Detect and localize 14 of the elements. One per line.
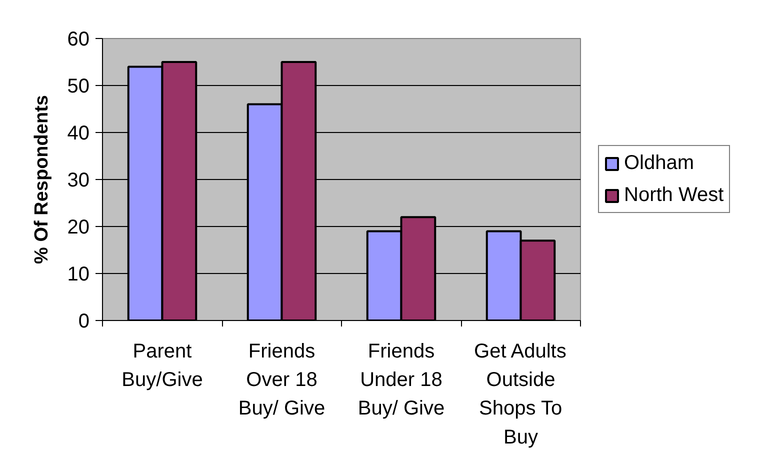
y-tick-label: 40 [67,122,90,144]
y-axis-title: % Of Respondents [31,95,52,264]
legend-label: Oldham [624,151,694,175]
x-tick-label: Friends Over 18 Buy/ Give [238,340,326,420]
y-tick-label: 0 [78,310,90,332]
y-tick-label: 10 [67,264,90,286]
y-tick-label: 30 [67,170,90,192]
x-tick-label: Friends Under 18 Buy/ Give [358,340,445,420]
legend-label: North West [624,183,724,207]
y-tick-label: 20 [67,216,90,238]
x-tick-label: Get Adults Outside Shops To Buy [474,340,566,448]
y-tick-label: 50 [67,76,90,98]
y-tick-label: 60 [67,28,90,50]
x-tick-label: Parent Buy/Give [122,340,203,392]
